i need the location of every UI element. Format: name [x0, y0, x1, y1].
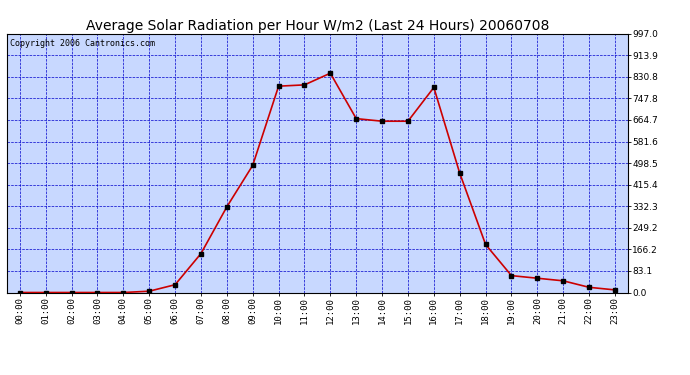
Text: Copyright 2006 Cantronics.com: Copyright 2006 Cantronics.com	[10, 39, 155, 48]
Title: Average Solar Radiation per Hour W/m2 (Last 24 Hours) 20060708: Average Solar Radiation per Hour W/m2 (L…	[86, 19, 549, 33]
